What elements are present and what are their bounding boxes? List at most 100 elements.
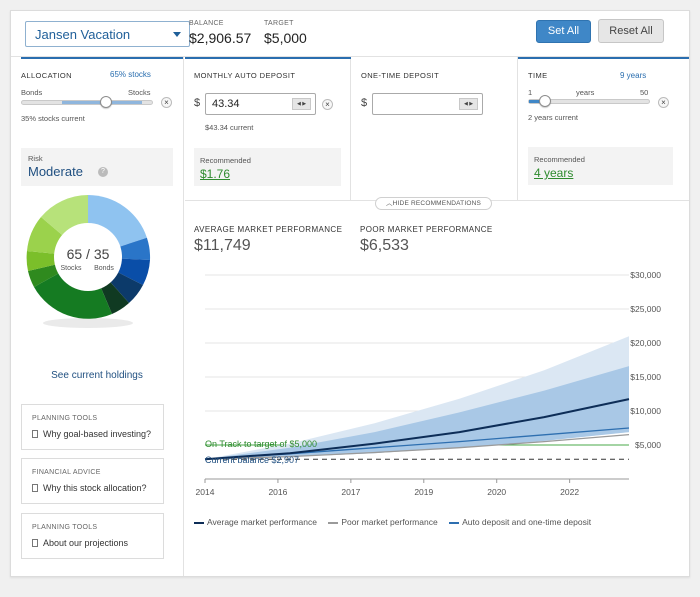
target-value: $5,000: [264, 30, 307, 46]
donut-ratio: 65 / 35: [67, 246, 110, 262]
on-track-annotation: On Track to target of $5,000: [205, 439, 317, 449]
tool-link[interactable]: Why goal-based investing?: [32, 429, 151, 439]
tool-link[interactable]: Why this stock allocation?: [32, 483, 147, 493]
legend-label: Average market performance: [207, 517, 317, 527]
x-tick-label: 2014: [196, 487, 215, 497]
time-range: [529, 100, 543, 103]
one-time-input[interactable]: ◀ ▶: [372, 93, 483, 115]
auto-deposit-panel: MONTHLY AUTO DEPOSIT $ 43.34 ◀ ▶ × $43.3…: [185, 57, 351, 201]
legend-item: Auto deposit and one-time deposit: [449, 517, 591, 527]
auto-deposit-currency: $: [194, 97, 201, 109]
one-time-deposit-panel: ONE-TIME DEPOSIT $ ◀ ▶: [351, 57, 518, 201]
auto-deposit-input[interactable]: 43.34 ◀ ▶: [205, 93, 316, 115]
balance-label: BALANCE: [189, 20, 224, 27]
close-icon[interactable]: ×: [161, 97, 172, 108]
goal-dropdown[interactable]: Jansen Vacation: [25, 21, 190, 47]
allocation-donut-chart: 65 / 35 Stocks Bonds: [26, 195, 151, 328]
projections-card[interactable]: PLANNING TOOLS About our projections: [21, 513, 164, 559]
tool-title: PLANNING TOOLS: [32, 524, 98, 531]
poor-performance-value: $6,533: [360, 237, 409, 254]
y-axis: $5,000 $10,000 $15,000 $20,000 $25,000 $30,00…: [630, 270, 661, 450]
y-tick-label: $15,000: [630, 372, 661, 382]
reset-all-button[interactable]: Reset All: [598, 19, 664, 43]
chevron-up-icon: ︿: [385, 200, 393, 207]
one-time-title: ONE-TIME DEPOSIT: [361, 71, 440, 80]
recommended-label: Recommended: [200, 156, 251, 165]
poor-performance: POOR MARKET PERFORMANCE $6,533: [360, 225, 493, 255]
recommended-deposit-link[interactable]: $1.76: [200, 167, 231, 181]
allocation-slider-handle[interactable]: [100, 96, 112, 108]
donut-shadow: [43, 318, 133, 328]
chart-lines: [204, 398, 630, 461]
tool-link-label: About our projections: [43, 538, 129, 548]
average-performance: AVERAGE MARKET PERFORMANCE $11,749: [194, 225, 342, 255]
time-value: 9 years: [620, 71, 647, 80]
target-stat: TARGET $5,000: [264, 20, 307, 46]
x-axis: 2014 2016 2017 2019 2020 2022: [196, 478, 629, 497]
hide-recommendations-label: HIDE RECOMMENDATIONS: [392, 200, 482, 207]
allocation-title: ALLOCATION: [21, 71, 72, 80]
goal-card: Jansen Vacation BALANCE $2,906.57 TARGET…: [10, 10, 690, 577]
recommended-label: Recommended: [534, 155, 585, 164]
tool-link-label: Why this stock allocation?: [43, 483, 147, 493]
series-line: [204, 398, 630, 461]
balance-stat: BALANCE $2,906.57: [189, 20, 251, 46]
x-tick-label: 2020: [487, 487, 506, 497]
donut-stocks-label: Stocks: [60, 265, 82, 272]
close-icon[interactable]: ×: [658, 97, 669, 108]
y-tick-label: $20,000: [630, 338, 661, 348]
projection-chart: $5,000 $10,000 $15,000 $20,000 $25,000 $30,00…: [196, 270, 662, 497]
allocation-slider[interactable]: [21, 100, 153, 105]
close-icon[interactable]: ×: [322, 99, 333, 110]
allocation-stocks-pct: 65% stocks: [110, 70, 151, 79]
legend-swatch: [194, 521, 204, 524]
tool-title: FINANCIAL ADVICE: [32, 469, 101, 476]
current-balance-annotation: Current balance $2,907: [205, 455, 299, 465]
x-tick-label: 2016: [268, 487, 287, 497]
time-unit: years: [576, 88, 595, 97]
set-all-button[interactable]: Set All: [536, 20, 591, 43]
auto-deposit-value: 43.34: [212, 98, 240, 110]
x-tick-label: 2017: [341, 487, 360, 497]
risk-box: Risk Moderate ?: [21, 148, 173, 186]
legend-swatch: [449, 521, 460, 524]
series-line: [204, 433, 630, 460]
time-max: 50: [640, 88, 649, 97]
x-tick-label: 2022: [560, 487, 579, 497]
avg-performance-value: $11,749: [194, 237, 251, 254]
donut-bonds-label: Bonds: [94, 265, 114, 272]
hide-recommendations-button[interactable]: ︿HIDE RECOMMENDATIONS: [375, 197, 492, 210]
time-slider[interactable]: [528, 99, 650, 104]
help-icon[interactable]: ?: [98, 167, 108, 177]
bonds-label: Bonds: [21, 88, 43, 97]
document-icon: [32, 539, 38, 547]
y-tick-label: $25,000: [630, 304, 661, 314]
recommended-time-link[interactable]: 4 years: [534, 166, 574, 180]
auto-deposit-current: $43.34 current: [205, 123, 254, 132]
tool-link-label: Why goal-based investing?: [43, 429, 152, 439]
legend-item: Average market performance: [194, 517, 317, 527]
see-holdings-link[interactable]: See current holdings: [51, 370, 143, 381]
allocation-current: 35% stocks current: [21, 114, 85, 123]
auto-deposit-stepper[interactable]: ◀ ▶: [292, 98, 311, 110]
y-tick-label: $30,000: [630, 270, 661, 280]
time-slider-handle[interactable]: [539, 95, 551, 107]
avg-performance-label: AVERAGE MARKET PERFORMANCE: [194, 225, 343, 234]
time-recommendation: Recommended 4 years: [528, 147, 673, 185]
tool-title: PLANNING TOOLS: [32, 415, 98, 422]
time-panel: TIME 9 years 1 years 50 × 2 years curren…: [518, 57, 689, 201]
stocks-label: Stocks: [128, 88, 151, 97]
y-tick-label: $5,000: [635, 440, 661, 450]
allocation-panel: ALLOCATION 65% stocks Bonds Stocks × 35%…: [11, 57, 184, 576]
tool-link[interactable]: About our projections: [32, 538, 128, 548]
risk-label: Risk: [28, 154, 43, 163]
target-label: TARGET: [264, 20, 294, 27]
time-title: TIME: [528, 71, 548, 80]
planning-tools-card[interactable]: PLANNING TOOLS Why goal-based investing?: [21, 404, 164, 450]
legend-label: Poor market performance: [341, 517, 438, 527]
chart-legend: Average market performance Poor market p…: [194, 517, 591, 527]
financial-advice-card[interactable]: FINANCIAL ADVICE Why this stock allocati…: [21, 458, 164, 504]
poor-performance-label: POOR MARKET PERFORMANCE: [360, 225, 493, 234]
header-bar: Jansen Vacation BALANCE $2,906.57 TARGET…: [11, 11, 689, 57]
one-time-stepper[interactable]: ◀ ▶: [459, 98, 478, 110]
